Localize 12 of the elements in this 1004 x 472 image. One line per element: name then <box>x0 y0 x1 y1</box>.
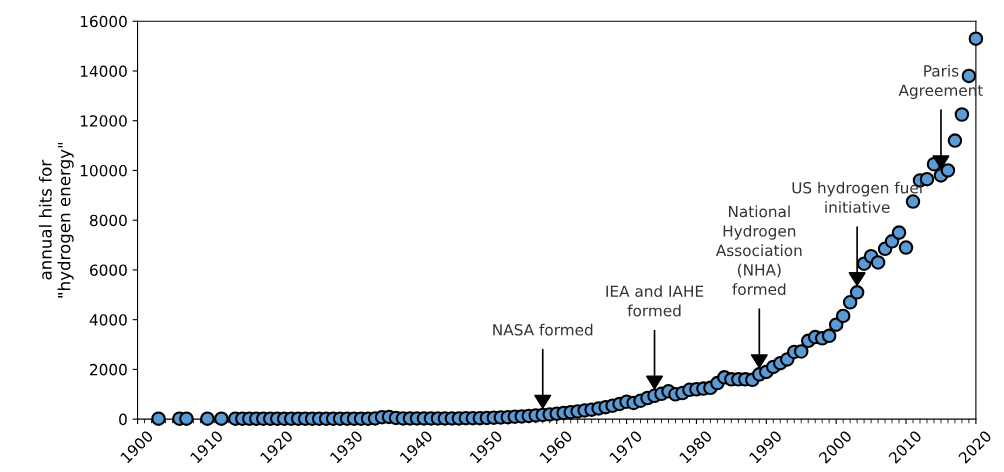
y-tick-label: 14000 <box>80 65 127 77</box>
annotation: NASA formed <box>493 323 593 336</box>
annotation: IEA and IAHE formed <box>606 285 704 317</box>
y-tick-label: 4000 <box>89 314 127 326</box>
y-axis-title: annual hits for "hydrogen energy" <box>38 142 74 298</box>
y-tick-label: 12000 <box>80 115 127 127</box>
y-tick-label: 2000 <box>90 363 127 376</box>
y-tick-label: 8000 <box>89 214 127 227</box>
y-tick-label: 0 <box>119 413 127 426</box>
y-tick-label: 6000 <box>90 264 127 276</box>
y-tick-label: 16000 <box>80 15 127 28</box>
y-tick-label: 10000 <box>80 164 127 177</box>
